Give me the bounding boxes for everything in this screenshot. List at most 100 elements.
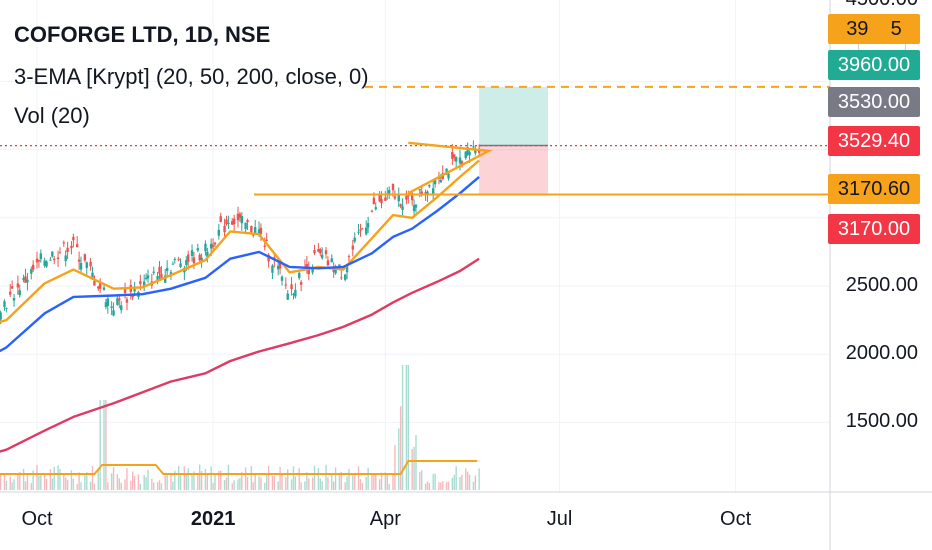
candle-body — [391, 183, 395, 191]
volume-bar — [185, 474, 187, 490]
volume-indicator-legend[interactable]: Vol (20) — [14, 103, 90, 128]
candle-body — [244, 222, 247, 230]
volume-bar — [327, 477, 329, 490]
candle-body — [370, 210, 374, 212]
position-profit-zone[interactable] — [479, 86, 549, 146]
volume-bar — [147, 469, 149, 490]
candle-body — [26, 279, 29, 283]
candle-body — [39, 253, 43, 260]
candle-body — [45, 261, 48, 267]
candle-body — [190, 250, 194, 256]
candle-body — [91, 272, 94, 279]
candle-body — [340, 277, 343, 279]
volume-bar — [392, 474, 394, 490]
candle-body — [231, 221, 234, 225]
volume-bar — [271, 475, 274, 490]
volume-bar — [380, 472, 383, 490]
candle-body — [64, 255, 67, 262]
position-loss-zone[interactable] — [479, 145, 549, 195]
volume-bar — [36, 464, 38, 490]
candle-body — [98, 282, 102, 289]
volume-bar — [0, 475, 2, 490]
candle-body — [9, 291, 12, 295]
volume-bar — [70, 470, 73, 490]
volume-bar — [357, 466, 360, 490]
volume-bar — [394, 445, 396, 490]
volume-bar — [132, 471, 134, 490]
candle-body — [211, 245, 215, 248]
volume-bar — [334, 467, 337, 490]
volume-bar — [164, 475, 166, 490]
candle-body — [37, 259, 41, 262]
candle-body — [431, 188, 435, 196]
volume-bar — [214, 474, 216, 490]
ema-indicator-legend[interactable]: 3-EMA [Krypt] (20, 50, 200, close, 0) — [14, 64, 369, 89]
volume-bar — [260, 477, 262, 490]
volume-bar — [198, 464, 201, 490]
volume-bar — [474, 475, 477, 490]
volume-bar — [103, 400, 105, 490]
candle-body — [139, 281, 142, 285]
volume-bar — [32, 470, 34, 490]
volume-bar — [51, 478, 54, 490]
candle-body — [110, 306, 113, 308]
volume-bar — [317, 468, 320, 490]
volume-bar — [197, 475, 199, 490]
candle-body — [51, 251, 54, 257]
candle-body — [267, 254, 270, 262]
candle-body — [311, 268, 314, 273]
candle-body — [399, 204, 402, 207]
volume-bar — [174, 470, 176, 490]
candle-body — [43, 260, 46, 266]
volume-bar — [459, 476, 461, 490]
volume-bar — [78, 472, 80, 490]
volume-bar — [311, 477, 314, 490]
candle-body — [378, 194, 381, 202]
candle-body — [5, 307, 8, 309]
candle-body — [72, 236, 75, 241]
candle-body — [56, 257, 60, 260]
time-axis-label: Oct — [21, 508, 53, 530]
ema-20-line — [0, 159, 480, 324]
volume-bar — [254, 474, 256, 490]
volume-bar — [340, 471, 343, 490]
volume-bar — [426, 481, 429, 490]
volume-bar — [45, 478, 48, 490]
volume-bar — [472, 481, 475, 490]
volume-bar — [233, 480, 235, 490]
volume-bar — [478, 468, 480, 490]
volume-bar — [424, 483, 427, 490]
volume-bar — [227, 464, 230, 490]
price-badge: 3530.00 — [828, 87, 920, 117]
candle-body — [0, 312, 2, 320]
volume-bar — [225, 477, 228, 490]
candle-body — [10, 286, 14, 289]
volume-bar — [124, 479, 126, 490]
candle-body — [238, 213, 242, 218]
candle-body — [357, 231, 360, 233]
candle-body — [236, 213, 240, 221]
candle-body — [198, 254, 201, 261]
candle-body — [112, 310, 115, 316]
price-axis-label: 2500.00 — [845, 274, 918, 296]
volume-bar — [398, 428, 400, 490]
volume-bar — [187, 468, 189, 490]
candle-body — [361, 228, 364, 230]
volume-bar — [415, 435, 417, 490]
triangle-pattern[interactable] — [407, 141, 493, 195]
volume-bar — [206, 473, 209, 490]
volume-bar — [453, 474, 455, 490]
candle-body — [464, 151, 467, 159]
volume-bar — [65, 477, 67, 490]
candle-body — [428, 184, 431, 187]
candle-body — [77, 259, 81, 262]
candle-body — [83, 254, 87, 261]
volume-bar — [191, 473, 193, 490]
candle-body — [466, 147, 469, 155]
volume-bar — [352, 475, 354, 490]
volume-bar — [321, 481, 323, 490]
candle-body — [353, 237, 356, 242]
volume-bar — [277, 481, 279, 490]
volume-bar — [151, 478, 153, 490]
candle-body — [16, 283, 20, 288]
